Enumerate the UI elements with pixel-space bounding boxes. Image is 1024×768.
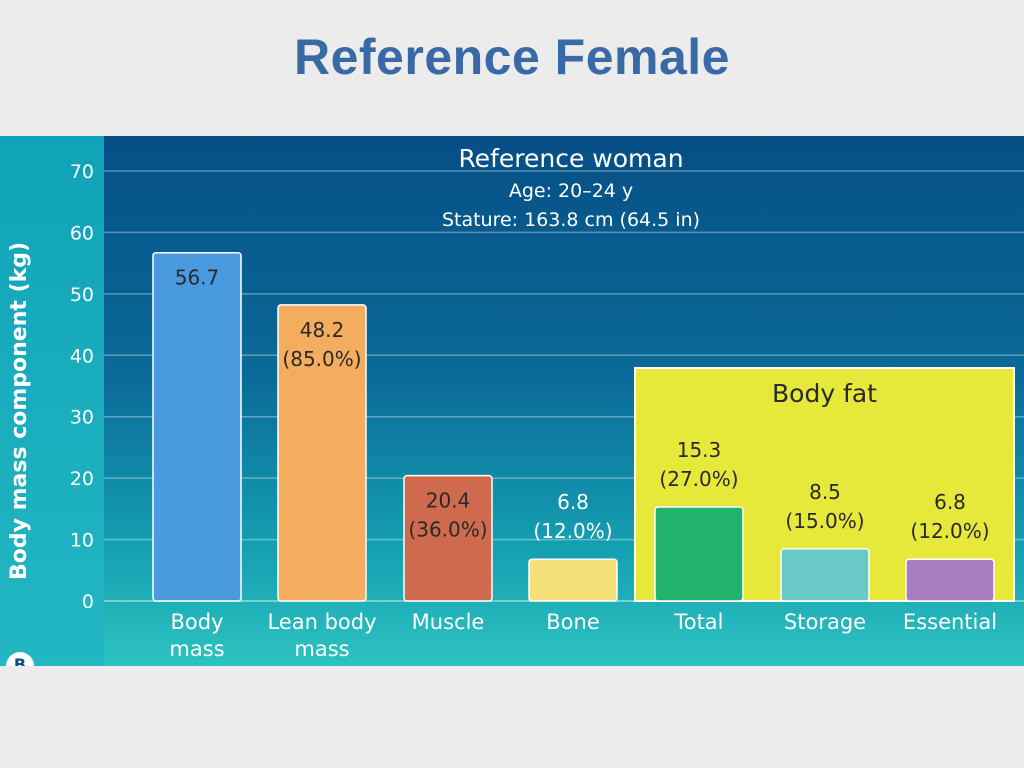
bar-essential bbox=[905, 558, 995, 602]
x-category-label: Storage bbox=[784, 610, 866, 634]
x-category-label: Total bbox=[673, 610, 723, 634]
bar-lean-body-mass bbox=[277, 304, 367, 602]
y-axis-label: Body mass component (kg) bbox=[7, 242, 32, 580]
x-category-label: Muscle bbox=[412, 610, 485, 634]
y-tick-label: 40 bbox=[70, 345, 94, 367]
bar-data-label: (15.0%) bbox=[785, 509, 864, 533]
y-tick-label: 60 bbox=[70, 222, 94, 244]
bar-storage bbox=[780, 548, 870, 602]
chart-subtitle-stature: Stature: 163.8 cm (64.5 in) bbox=[442, 209, 700, 231]
bar-data-label: 20.4 bbox=[426, 489, 471, 513]
x-category-label: Essential bbox=[903, 610, 997, 634]
bar-data-label: (12.0%) bbox=[533, 519, 612, 543]
bar-data-label: 6.8 bbox=[557, 490, 589, 514]
bar-data-label: 8.5 bbox=[809, 480, 841, 504]
y-tick-label: 10 bbox=[70, 530, 94, 552]
chart-title: Reference woman bbox=[458, 144, 683, 173]
slide-title: Reference Female bbox=[293, 29, 730, 85]
y-axis-strip bbox=[0, 136, 104, 666]
x-category-label: Bone bbox=[546, 610, 599, 634]
bar-bone bbox=[528, 558, 618, 602]
bar-data-label: 56.7 bbox=[175, 266, 220, 290]
bar-data-label: 15.3 bbox=[677, 438, 722, 462]
body-fat-group-label: Body fat bbox=[772, 379, 877, 408]
bar-data-label: (36.0%) bbox=[408, 518, 487, 542]
y-tick-label: 50 bbox=[70, 284, 94, 306]
bar-data-label: (27.0%) bbox=[659, 467, 738, 491]
bar-data-label: 6.8 bbox=[934, 490, 966, 514]
x-category-label: mass bbox=[169, 637, 224, 661]
y-tick-label: 70 bbox=[70, 161, 94, 183]
bar-chart-panel: 0 10 20 30 40 50 60 70 Body fat 56.7 Body mass 48.… bbox=[0, 136, 1024, 666]
bar-total bbox=[654, 506, 744, 602]
bar-data-label: 48.2 bbox=[300, 318, 345, 342]
bar-data-label: (12.0%) bbox=[910, 519, 989, 543]
panel-logo: B bbox=[6, 652, 34, 666]
panel-logo-letter: B bbox=[14, 655, 26, 666]
x-category-label: mass bbox=[294, 637, 349, 661]
y-tick-label: 30 bbox=[70, 407, 94, 429]
chart-subtitle-age: Age: 20–24 y bbox=[509, 180, 633, 202]
x-category-label: Body bbox=[170, 610, 223, 634]
x-category-label: Lean body bbox=[267, 610, 376, 634]
bar-data-label: (85.0%) bbox=[282, 347, 361, 371]
bar-body-mass bbox=[152, 251, 242, 602]
bar-chart: 0 10 20 30 40 50 60 70 Body fat 56.7 Body mass 48.… bbox=[0, 136, 1024, 666]
bar-muscle bbox=[403, 474, 493, 602]
y-tick-label: 20 bbox=[70, 468, 94, 490]
y-tick-label: 0 bbox=[82, 591, 94, 613]
